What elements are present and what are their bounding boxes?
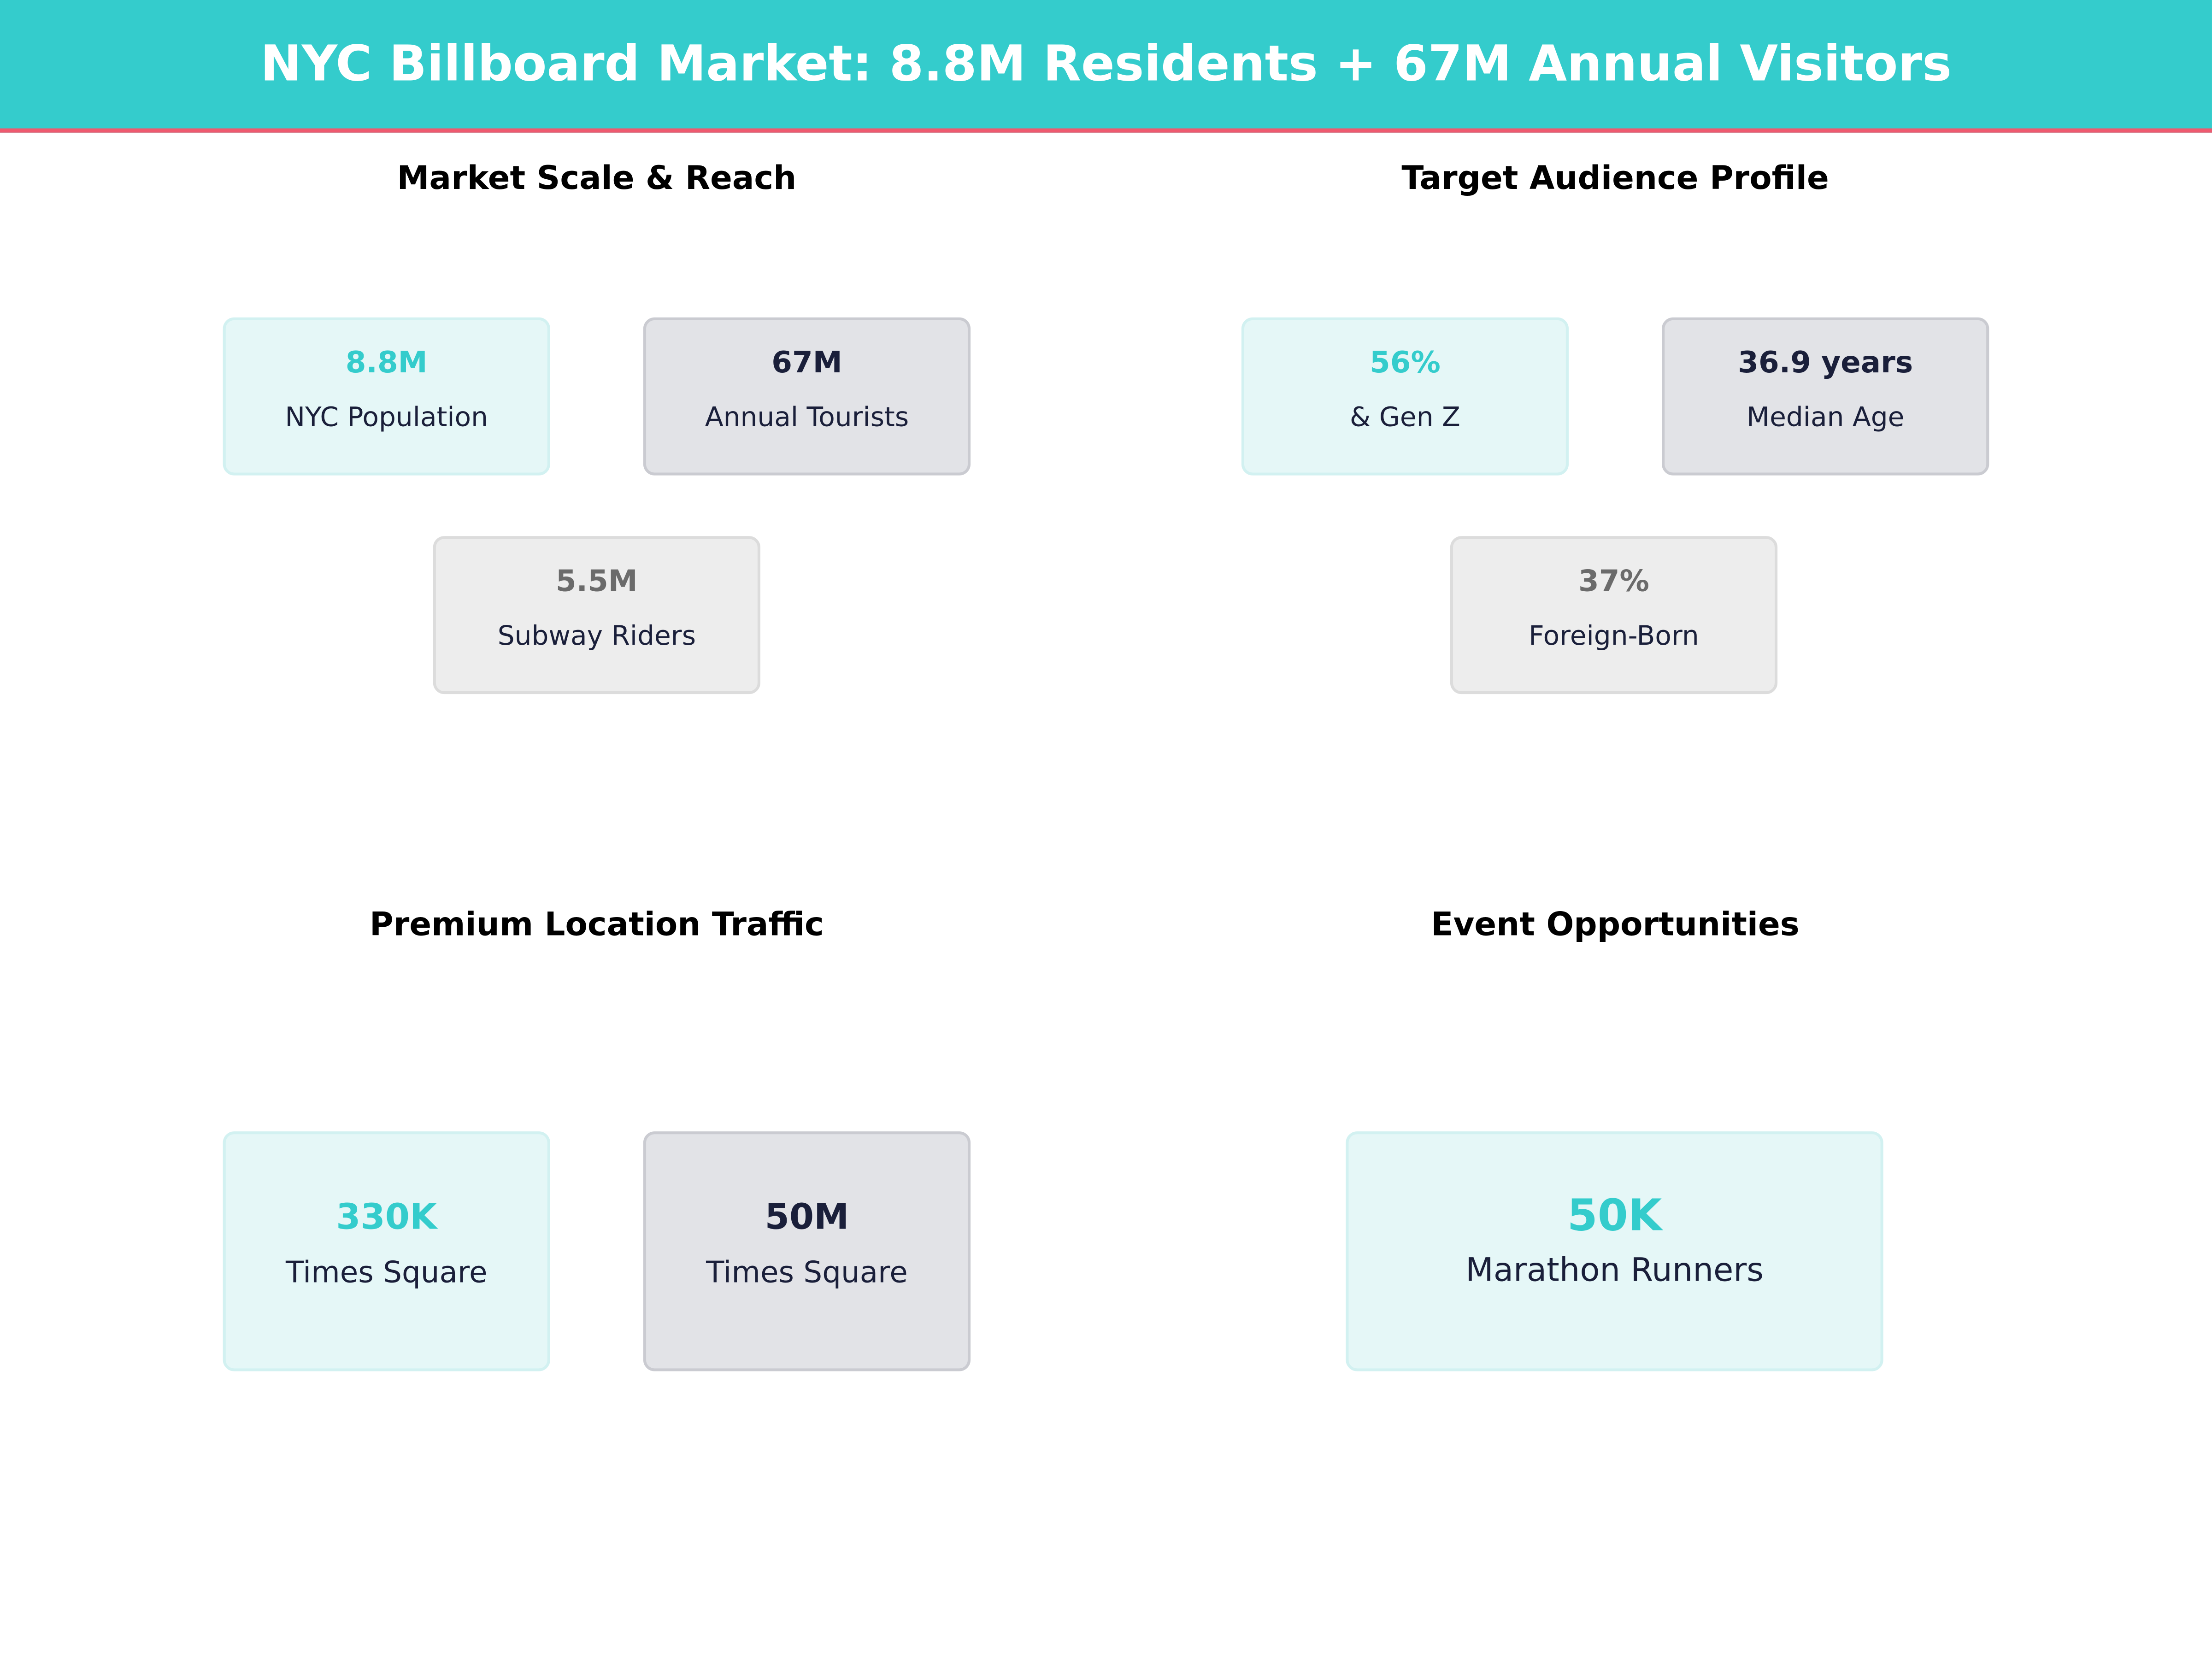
stat-label: Subway Riders (497, 620, 696, 652)
stat-card-median-age: 36.9 years Median Age (1662, 317, 1989, 476)
header-banner: NYC Billboard Market: 8.8M Residents + 6… (0, 0, 2212, 133)
stat-label: & Gen Z (1349, 402, 1460, 433)
stat-value: 330K (336, 1196, 437, 1237)
stat-card-population: 8.8M NYC Population (223, 317, 550, 476)
stat-value: 37% (1578, 564, 1649, 598)
stat-label: Times Square (706, 1255, 908, 1289)
stat-label: Marathon Runners (1465, 1253, 1764, 1289)
stat-card-marathon: 50K Marathon Runners (1346, 1131, 1883, 1371)
stat-card-tourists: 67M Annual Tourists (643, 317, 971, 476)
stat-card-times-square-annual: 50M Times Square (643, 1131, 971, 1371)
section-title-event-opportunities: Event Opportunities (1431, 907, 1800, 944)
stat-label: Foreign-Born (1529, 620, 1699, 652)
stat-label: NYC Population (285, 402, 488, 433)
stat-value: 50K (1567, 1190, 1662, 1241)
stat-label: Median Age (1746, 402, 1905, 433)
stat-value: 36.9 years (1738, 345, 1913, 380)
stat-value: 67M (771, 345, 842, 380)
stat-card-foreign-born: 37% Foreign-Born (1450, 536, 1778, 694)
stat-card-times-square-daily: 330K Times Square (223, 1131, 550, 1371)
stat-card-subway: 5.5M Subway Riders (433, 536, 760, 694)
page-title: NYC Billboard Market: 8.8M Residents + 6… (260, 36, 1952, 93)
section-title-market-scale: Market Scale & Reach (397, 160, 797, 198)
stat-label: Times Square (285, 1255, 488, 1289)
section-title-target-audience: Target Audience Profile (1401, 160, 1829, 198)
stat-value: 5.5M (555, 564, 638, 598)
stat-value: 50M (765, 1196, 849, 1237)
stat-value: 56% (1369, 345, 1441, 380)
stat-card-gen-z: 56% & Gen Z (1241, 317, 1569, 476)
section-title-premium-location: Premium Location Traffic (370, 907, 824, 944)
stat-label: Annual Tourists (705, 402, 909, 433)
stat-value: 8.8M (345, 345, 428, 380)
